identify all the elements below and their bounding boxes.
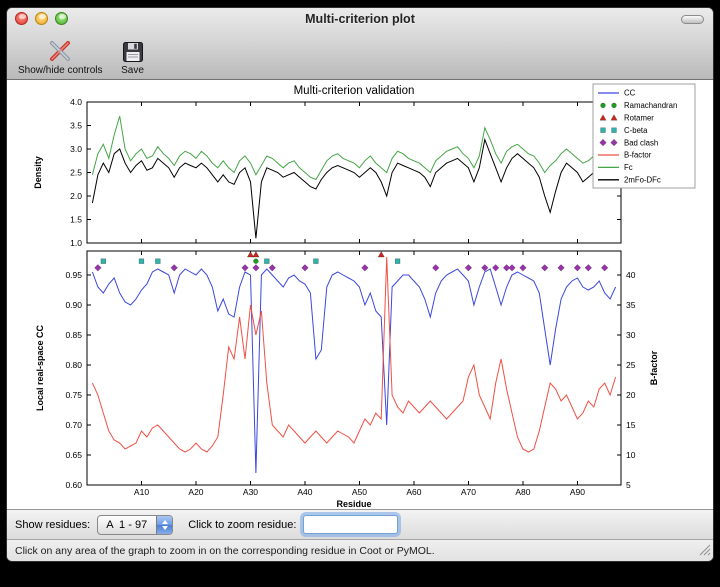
svg-text:A40: A40 — [297, 487, 312, 497]
svg-text:Fc: Fc — [624, 163, 633, 172]
svg-text:Density: Density — [33, 156, 43, 189]
svg-text:Residue: Residue — [336, 499, 371, 509]
svg-text:A80: A80 — [515, 487, 530, 497]
svg-text:A10: A10 — [134, 487, 149, 497]
zoom-button[interactable] — [55, 12, 68, 25]
save-label: Save — [121, 65, 144, 76]
zoom-residue-input[interactable] — [303, 515, 399, 535]
svg-text:2mFo-DFc: 2mFo-DFc — [624, 176, 661, 185]
svg-text:40: 40 — [626, 270, 636, 280]
svg-text:CC: CC — [624, 89, 636, 98]
svg-text:25: 25 — [626, 360, 636, 370]
stepper-up-arrow-icon — [161, 519, 168, 524]
controls-bar: Show residues: A 1 - 97 Click to zoom re… — [7, 509, 713, 540]
svg-text:A20: A20 — [188, 487, 203, 497]
svg-text:0.80: 0.80 — [65, 360, 82, 370]
toolbar: Show/hide controls Save — [7, 30, 713, 79]
svg-text:0.65: 0.65 — [65, 450, 82, 460]
minimize-button[interactable] — [35, 12, 48, 25]
app-window: Multi-criterion plot Show/hide controls — [6, 7, 714, 562]
svg-text:Local real-space CC: Local real-space CC — [35, 324, 45, 411]
svg-text:20: 20 — [626, 390, 636, 400]
svg-text:Rotamer: Rotamer — [624, 114, 654, 123]
svg-text:2.5: 2.5 — [70, 168, 82, 178]
crossed-tools-icon — [47, 38, 73, 64]
svg-text:15: 15 — [626, 420, 636, 430]
svg-text:2.0: 2.0 — [70, 191, 82, 201]
stepper-icon — [156, 515, 173, 534]
close-button[interactable] — [15, 12, 28, 25]
svg-text:30: 30 — [626, 330, 636, 340]
title-bar[interactable]: Multi-criterion plot — [7, 8, 713, 30]
svg-text:35: 35 — [626, 300, 636, 310]
cc-bfactor-plot: 0.60 0.65 0.70 0.75 0.80 0.85 0.90 0.95 5 10 15 20 2… — [35, 250, 659, 509]
svg-text:A60: A60 — [406, 487, 421, 497]
svg-text:0.60: 0.60 — [65, 480, 82, 490]
status-text: Click on any area of the graph to zoom i… — [15, 544, 435, 557]
floppy-disk-icon — [121, 40, 145, 64]
svg-text:0.70: 0.70 — [65, 420, 82, 430]
svg-text:1.0: 1.0 — [70, 238, 82, 248]
svg-text:10: 10 — [626, 450, 636, 460]
show-hide-controls-label: Show/hide controls — [18, 65, 103, 76]
density-plot: 1.0 1.5 2.0 2.5 3.0 3.5 4.0 Density — [33, 97, 622, 248]
svg-text:C-beta: C-beta — [624, 126, 648, 135]
svg-text:Ramachandran: Ramachandran — [624, 101, 677, 110]
traffic-lights — [15, 12, 68, 25]
svg-text:A30: A30 — [243, 487, 258, 497]
window-chrome: Multi-criterion plot Show/hide controls — [7, 8, 713, 80]
figure-area: Multi-criterion validation 1.0 1.5 2.0 2.5 3.… — [7, 80, 713, 510]
svg-text:B-factor: B-factor — [649, 350, 659, 385]
svg-text:1.5: 1.5 — [70, 215, 82, 225]
window-title: Multi-criterion plot — [305, 12, 415, 26]
stepper-down-arrow-icon — [161, 525, 168, 530]
resize-grip[interactable] — [697, 542, 711, 559]
show-hide-controls-button[interactable]: Show/hide controls — [13, 32, 108, 76]
status-bar: Click on any area of the graph to zoom i… — [7, 539, 713, 561]
svg-text:3.0: 3.0 — [70, 144, 82, 154]
svg-text:5: 5 — [626, 480, 631, 490]
show-residues-label: Show residues: — [15, 518, 91, 531]
svg-text:4.0: 4.0 — [70, 97, 82, 107]
legend: CC Ramachandran Rotamer C-beta Bad clash B-fa… — [592, 83, 696, 189]
zoom-residue-label: Click to zoom residue: — [188, 518, 297, 531]
svg-text:0.85: 0.85 — [65, 330, 82, 340]
svg-text:A70: A70 — [461, 487, 476, 497]
residue-range-select[interactable]: A 1 - 97 — [97, 514, 174, 535]
toolbar-toggle-button[interactable] — [681, 15, 704, 24]
svg-text:3.5: 3.5 — [70, 121, 82, 131]
svg-text:0.95: 0.95 — [65, 270, 82, 280]
svg-text:A90: A90 — [570, 487, 585, 497]
plot-canvas[interactable]: Multi-criterion validation 1.0 1.5 2.0 2.5 3.… — [7, 80, 713, 510]
svg-text:0.90: 0.90 — [65, 300, 82, 310]
svg-text:Multi-criterion validation: Multi-criterion validation — [294, 85, 415, 97]
save-button[interactable]: Save — [116, 32, 150, 76]
residue-range-value: A 1 - 97 — [106, 518, 148, 531]
svg-text:B-factor: B-factor — [624, 151, 652, 160]
svg-text:A50: A50 — [352, 487, 367, 497]
svg-text:Bad clash: Bad clash — [624, 138, 658, 147]
svg-text:0.75: 0.75 — [65, 390, 82, 400]
